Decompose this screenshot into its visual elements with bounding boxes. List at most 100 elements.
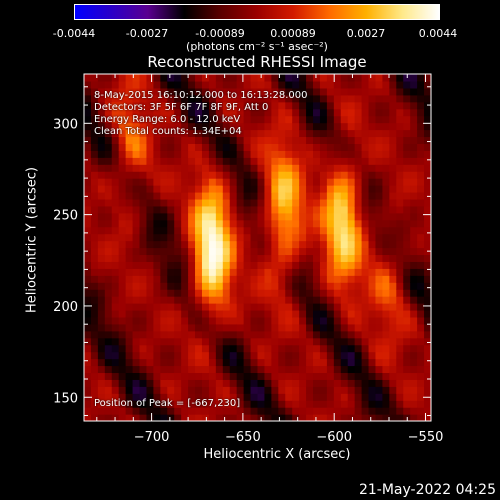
heatmap-cell [146, 358, 154, 367]
heatmap-cell [90, 150, 99, 158]
heatmap-cell [160, 226, 168, 235]
heatmap-cell [313, 316, 321, 325]
heatmap-cell [160, 358, 168, 367]
heatmap-cell [153, 108, 161, 117]
heatmap-cell [319, 122, 328, 131]
heatmap-cell [111, 386, 120, 394]
heatmap-cell [354, 240, 363, 249]
heatmap-cell [285, 337, 293, 346]
heatmap-cell [396, 261, 404, 269]
heatmap-cell [97, 254, 106, 262]
heatmap-cell [222, 94, 231, 103]
heatmap-cell [97, 337, 106, 346]
heatmap-cell [215, 296, 224, 304]
heatmap-cell [201, 171, 210, 179]
heatmap-cell [132, 115, 141, 124]
heatmap-cell [104, 316, 113, 325]
heatmap-cell [375, 386, 384, 394]
heatmap-cell [319, 303, 328, 311]
heatmap-cell [354, 150, 363, 158]
heatmap-cell [104, 296, 113, 304]
heatmap-cell [201, 247, 210, 256]
heatmap-cell [319, 87, 328, 96]
heatmap-cell [292, 74, 300, 82]
heatmap-cell [333, 414, 342, 421]
heatmap-cell [396, 351, 404, 360]
heatmap-cell [361, 372, 370, 380]
heatmap-cell [125, 379, 134, 387]
heatmap-cell [243, 171, 252, 179]
heatmap-cell [313, 289, 321, 297]
heatmap-cell [264, 303, 272, 311]
heatmap-cell [354, 351, 363, 360]
heatmap-cell [188, 191, 196, 200]
heatmap-cell [257, 316, 266, 325]
heatmap-cell [285, 178, 293, 186]
heatmap-cell [299, 108, 307, 117]
heatmap-cell [278, 254, 286, 262]
heatmap-cell [84, 143, 92, 151]
heatmap-cell [292, 129, 300, 138]
heatmap-cell [118, 400, 127, 408]
heatmap-cell [222, 74, 231, 82]
heatmap-cell [313, 254, 321, 262]
heatmap-cell [243, 87, 252, 96]
heatmap-cell [132, 108, 141, 117]
heatmap-cell [368, 289, 377, 297]
heatmap-cell [368, 379, 377, 387]
heatmap-cell [424, 178, 431, 186]
heatmap-cell [417, 87, 425, 96]
heatmap-cell [424, 309, 431, 318]
colorbar-tick: -0.0044 [52, 27, 96, 40]
heatmap-cell [118, 303, 127, 311]
heatmap-cell [361, 316, 370, 325]
heatmap-cell [340, 233, 349, 242]
heatmap-cell [340, 247, 349, 256]
heatmap-cell [389, 136, 397, 144]
heatmap-cell [424, 74, 431, 82]
heatmap-cell [382, 80, 390, 89]
heatmap-cell [132, 268, 141, 276]
heatmap-cell [174, 323, 182, 332]
heatmap-cell [201, 178, 210, 186]
heatmap-cell [299, 212, 307, 221]
colorbar-tick: -0.0027 [125, 27, 169, 40]
heatmap-cell [90, 414, 99, 421]
heatmap-cell [132, 247, 141, 256]
heatmap-cell [403, 316, 411, 325]
heatmap-cell [146, 268, 154, 276]
heatmap-cell [111, 240, 120, 249]
heatmap-cell [111, 80, 120, 89]
heatmap-cell [264, 136, 272, 144]
heatmap-cell [292, 323, 300, 332]
heatmap-cell [361, 275, 370, 283]
heatmap-cell [347, 108, 356, 117]
heatmap-cell [146, 129, 154, 138]
heatmap-cell [417, 198, 425, 207]
heatmap-cell [201, 268, 210, 276]
heatmap-cell [222, 316, 231, 325]
heatmap-cell [188, 386, 196, 394]
heatmap-cell [354, 219, 363, 228]
heatmap-cell [382, 365, 390, 374]
heatmap-cell [375, 330, 384, 339]
heatmap-cell [195, 185, 203, 193]
heatmap-cell [84, 365, 92, 374]
heatmap-cell [208, 136, 217, 144]
heatmap-cell [215, 129, 224, 138]
heatmap-cell [424, 337, 431, 346]
heatmap-cell [368, 198, 377, 207]
heatmap-cell [160, 365, 168, 374]
heatmap-cell [118, 122, 127, 131]
heatmap-cell [153, 164, 161, 172]
heatmap-cell [236, 393, 245, 401]
heatmap-cell [229, 247, 238, 256]
heatmap-cell [361, 351, 370, 360]
heatmap-cell [306, 365, 314, 374]
heatmap-cell [271, 400, 279, 408]
heatmap-cell [389, 198, 397, 207]
heatmap-cell [132, 351, 141, 360]
heatmap-cell [361, 205, 370, 214]
heatmap-cell [417, 80, 425, 89]
heatmap-cell [188, 212, 196, 221]
